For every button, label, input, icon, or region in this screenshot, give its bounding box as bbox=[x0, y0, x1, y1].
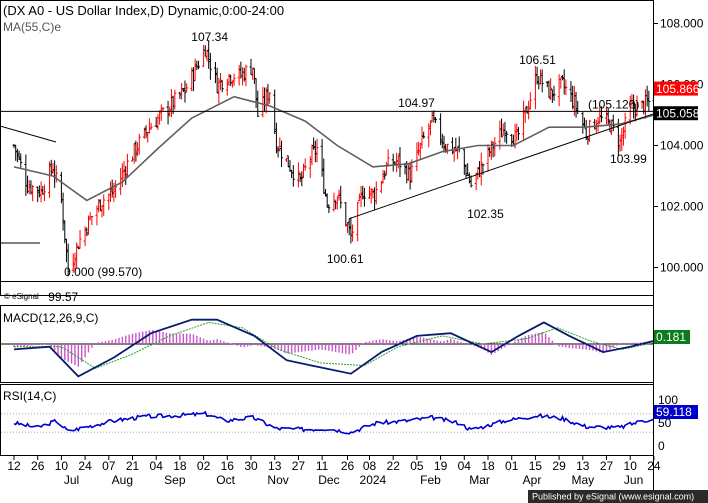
date-label: 04 bbox=[150, 459, 164, 473]
date-label: 22 bbox=[387, 459, 401, 473]
macd-signal-line bbox=[14, 321, 653, 369]
date-label: 12 bbox=[7, 459, 21, 473]
date-label: 18 bbox=[481, 459, 495, 473]
date-label: 07 bbox=[102, 459, 116, 473]
esignal-watermark: © eSignal bbox=[4, 292, 39, 301]
price-panel-frame bbox=[0, 0, 654, 282]
price-annotation: 99.57 bbox=[48, 290, 78, 304]
price-axis-label: 108.000 bbox=[660, 17, 704, 31]
axes: 107.34 106.51 104.97 103.99 102.35 100.61 0.00… bbox=[7, 17, 703, 488]
ma-55-line bbox=[13, 95, 653, 202]
date-label: 18 bbox=[173, 459, 187, 473]
date-label: 16 bbox=[221, 459, 235, 473]
prior-trendline-fragment bbox=[1, 125, 57, 143]
chart-title: (DX A0 - US Dollar Index,D) Dynamic,0:00… bbox=[3, 3, 284, 18]
date-label: 21 bbox=[126, 459, 140, 473]
month-label: Dec bbox=[318, 473, 339, 487]
month-label: Aug bbox=[112, 473, 133, 487]
footer-bar bbox=[528, 490, 708, 503]
price-annotation: 100.61 bbox=[327, 252, 364, 266]
month-label: Jun bbox=[624, 473, 643, 487]
last-price-tag bbox=[654, 81, 698, 96]
date-label: 04 bbox=[458, 459, 472, 473]
rsi-axis-label: 50 bbox=[658, 416, 672, 430]
date-label: 13 bbox=[268, 459, 282, 473]
month-label: Oct bbox=[216, 473, 235, 487]
price-axis-label: 104.000 bbox=[660, 139, 704, 153]
macd-value-tag bbox=[654, 330, 690, 344]
rsi-line bbox=[13, 410, 653, 435]
month-label: Jul bbox=[64, 473, 79, 487]
price-annotation: 103.99 bbox=[610, 152, 647, 166]
rsi-axis-label: 0 bbox=[658, 439, 665, 453]
date-label: 08 bbox=[363, 459, 377, 473]
last-price-value: 105.866 bbox=[656, 82, 700, 96]
price-plot bbox=[1, 40, 653, 277]
support-trendline bbox=[349, 113, 653, 220]
date-label: 24 bbox=[647, 459, 661, 473]
resistance-line-label: (105.120) bbox=[588, 97, 639, 111]
month-label: Apr bbox=[523, 473, 542, 487]
rsi-value: 59.118 bbox=[656, 405, 692, 419]
date-label: 27 bbox=[600, 459, 614, 473]
month-label: May bbox=[571, 473, 594, 487]
macd-value: 0.181 bbox=[656, 330, 686, 344]
month-label: Sep bbox=[164, 473, 186, 487]
rsi-plot bbox=[1, 410, 653, 435]
rsi-value-tag bbox=[654, 405, 698, 419]
footer-credit: Published by eSignal (www.esignal.com) bbox=[532, 492, 694, 502]
date-label: 26 bbox=[31, 459, 45, 473]
price-annotation: 107.34 bbox=[191, 30, 228, 44]
price-annotation: 104.97 bbox=[398, 96, 435, 110]
macd-title: MACD(12,26,9,C) bbox=[3, 311, 98, 325]
ma-label: MA(55,C)e bbox=[3, 20, 61, 34]
date-label: 01 bbox=[505, 459, 519, 473]
date-label: 13 bbox=[576, 459, 590, 473]
ma-value-tag bbox=[654, 106, 698, 121]
month-label: Nov bbox=[267, 473, 288, 487]
price-annotation: 106.51 bbox=[519, 53, 556, 67]
date-label: 24 bbox=[78, 459, 92, 473]
date-label: 11 bbox=[316, 459, 329, 473]
ma-value: 105.058 bbox=[656, 107, 700, 121]
date-label: 10 bbox=[55, 459, 69, 473]
date-label: 29 bbox=[552, 459, 566, 473]
macd-plot bbox=[1, 318, 653, 378]
date-label: 10 bbox=[624, 459, 638, 473]
macd-line bbox=[13, 318, 653, 378]
date-label: 15 bbox=[529, 459, 543, 473]
date-label: 19 bbox=[434, 459, 448, 473]
rsi-panel-frame bbox=[0, 384, 654, 456]
date-label: 05 bbox=[410, 459, 424, 473]
date-label: 02 bbox=[197, 459, 211, 473]
date-label: 27 bbox=[292, 459, 306, 473]
rsi-axis-label: 100 bbox=[658, 393, 678, 407]
price-annotation: 102.35 bbox=[467, 207, 504, 221]
month-label: Mar bbox=[469, 473, 490, 487]
month-label: 2024 bbox=[360, 473, 387, 487]
price-axis-label: 100.000 bbox=[660, 261, 704, 275]
price-axis-label: 102.000 bbox=[660, 200, 704, 214]
rsi-title: RSI(14,C) bbox=[3, 389, 56, 403]
month-label: Feb bbox=[420, 473, 441, 487]
date-label: 30 bbox=[244, 459, 258, 473]
price-annotation: 0.000 (99.570) bbox=[64, 265, 142, 279]
date-label: 26 bbox=[341, 459, 355, 473]
watermark-strip bbox=[0, 281, 654, 296]
